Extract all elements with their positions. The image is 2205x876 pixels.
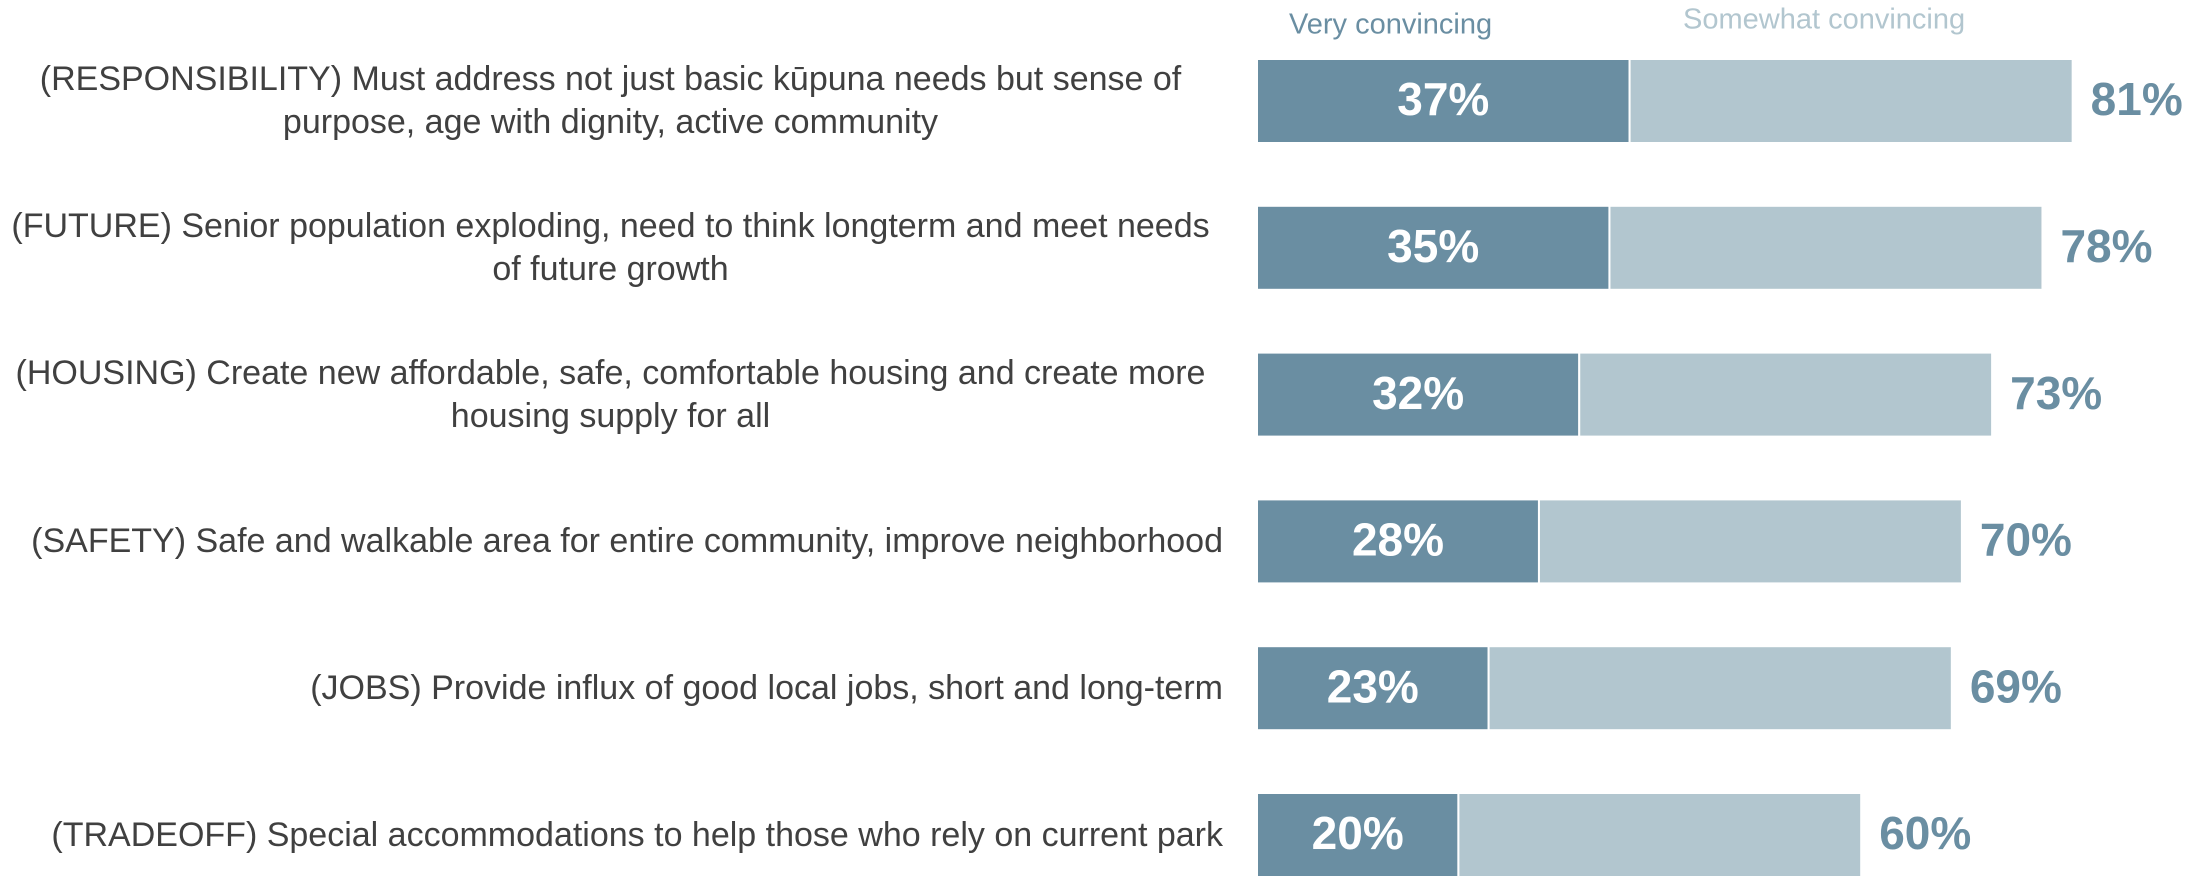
- total-label: 70%: [1980, 514, 2072, 566]
- category-label-box: (JOBS) Provide influx of good local jobs…: [0, 628, 1223, 748]
- value-label: 37%: [1397, 73, 1489, 125]
- value-label: 20%: [1312, 807, 1404, 859]
- total-label: 81%: [2091, 73, 2183, 125]
- total-label: 78%: [2060, 220, 2152, 272]
- total-label: 69%: [1970, 660, 2062, 712]
- category-label: (FUTURE) Senior population exploding, ne…: [11, 206, 1210, 288]
- legend-label: Somewhat convincing: [1683, 4, 1965, 36]
- value-label: 32%: [1372, 367, 1464, 419]
- total-label: 73%: [2010, 367, 2102, 419]
- value-label: 28%: [1352, 514, 1444, 566]
- category-label: (SAFETY) Safe and walkable area for enti…: [31, 521, 1223, 560]
- category-label-box: (FUTURE) Senior population exploding, ne…: [0, 188, 1223, 308]
- category-label-box: (SAFETY) Safe and walkable area for enti…: [0, 481, 1223, 601]
- category-label: (HOUSING) Create new affordable, safe, c…: [15, 353, 1206, 435]
- bar-segment: [1256, 204, 1611, 291]
- bar-segment: [1256, 498, 1540, 585]
- bar-segment: [1578, 351, 1994, 438]
- category-label-box: (RESPONSIBILITY) Must address not just b…: [0, 41, 1223, 161]
- category-label: (JOBS) Provide influx of good local jobs…: [310, 668, 1223, 707]
- total-label: 60%: [1879, 807, 1971, 859]
- category-label-box: (HOUSING) Create new affordable, safe, c…: [0, 335, 1223, 455]
- bar-segment: [1256, 58, 1631, 144]
- bar-segment: [1487, 645, 1953, 732]
- bar-segment: [1457, 792, 1863, 876]
- bar-segment: [1537, 498, 1963, 585]
- bar-segment: [1628, 58, 2074, 144]
- legend-label: Very convincing: [1289, 9, 1492, 41]
- bar-segment: [1608, 204, 2044, 291]
- value-label: 35%: [1387, 220, 1479, 272]
- category-label-box: (TRADEOFF) Special accommodations to hel…: [0, 775, 1223, 876]
- bar-segment: [1256, 792, 1460, 876]
- category-label: (RESPONSIBILITY) Must address not just b…: [39, 60, 1182, 141]
- value-label: 23%: [1327, 660, 1419, 712]
- category-label: (TRADEOFF) Special accommodations to hel…: [51, 815, 1223, 854]
